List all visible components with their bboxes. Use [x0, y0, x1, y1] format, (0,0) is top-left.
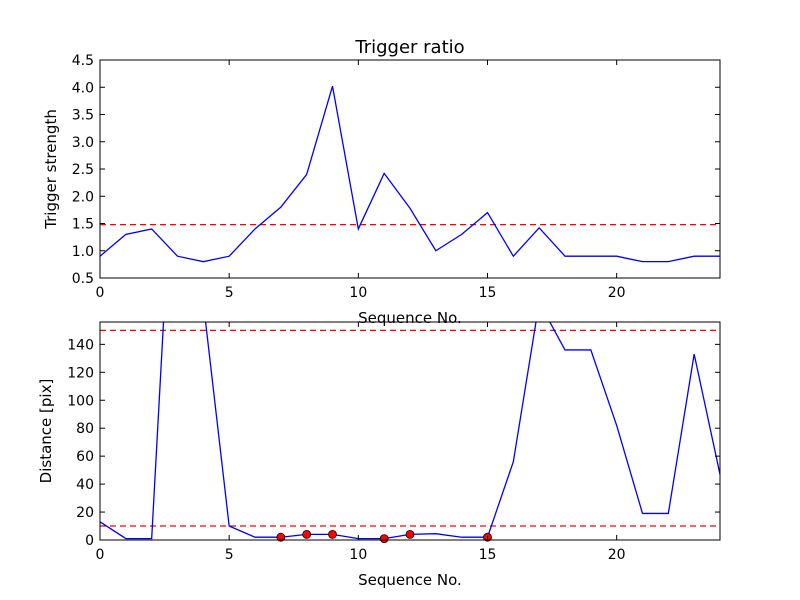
y-tick-label: 4.5: [72, 53, 94, 69]
data-point-marker: [276, 532, 286, 542]
y-tick-label: 0: [85, 533, 94, 549]
distance-chart: Sequence No. Distance [pix] 0 5 10 15 20 0 20 4…: [37, 321, 721, 589]
x-tick-label: 20: [608, 547, 626, 563]
data-point-marker: [302, 530, 312, 539]
y-tick-label: 80: [76, 421, 94, 437]
x-tick-label: 10: [349, 285, 367, 301]
x-tick-label: 0: [96, 547, 105, 563]
chart-title: Trigger ratio: [354, 37, 464, 58]
series-line: [100, 85, 720, 263]
x-tick-label: 20: [608, 285, 626, 301]
y-axis-label: Trigger strength: [42, 109, 60, 230]
y-tick-label: 1.5: [72, 217, 94, 233]
x-tick-label: 5: [225, 547, 234, 563]
y-tick-label: 0.5: [72, 271, 94, 287]
x-tick-label: 15: [479, 547, 497, 563]
y-tick-label: 4.0: [72, 80, 94, 96]
y-tick-label: 2.5: [72, 162, 94, 178]
y-tick-label: 20: [76, 505, 94, 521]
y-tick-label: 100: [67, 393, 94, 409]
data-point-marker: [328, 530, 337, 539]
x-tick-label: 10: [349, 547, 367, 563]
y-tick-label: 1.0: [72, 244, 94, 260]
y-tick-label: 140: [67, 337, 94, 353]
y-axis-label: Distance [pix]: [37, 379, 55, 484]
x-tick-label: 0: [96, 285, 105, 301]
data-point-marker: [405, 530, 415, 539]
trigger-ratio-chart: Trigger ratio Sequence No. Trigger stren…: [42, 37, 721, 327]
x-tick-label: 15: [479, 285, 497, 301]
y-tick-label: 3.5: [72, 108, 94, 124]
y-tick-label: 120: [67, 365, 94, 381]
x-axis-label: Sequence No.: [358, 309, 462, 327]
y-tick-label: 3.0: [72, 135, 94, 151]
x-axis-label: Sequence No.: [358, 571, 462, 589]
y-tick-label: 2.0: [72, 189, 94, 205]
y-tick-label: 60: [76, 449, 94, 465]
plot-frame: [99, 321, 721, 541]
data-point-marker: [379, 534, 389, 544]
y-tick-label: 40: [76, 477, 94, 493]
plot-area: [100, 85, 720, 263]
x-tick-label: 5: [225, 285, 234, 301]
